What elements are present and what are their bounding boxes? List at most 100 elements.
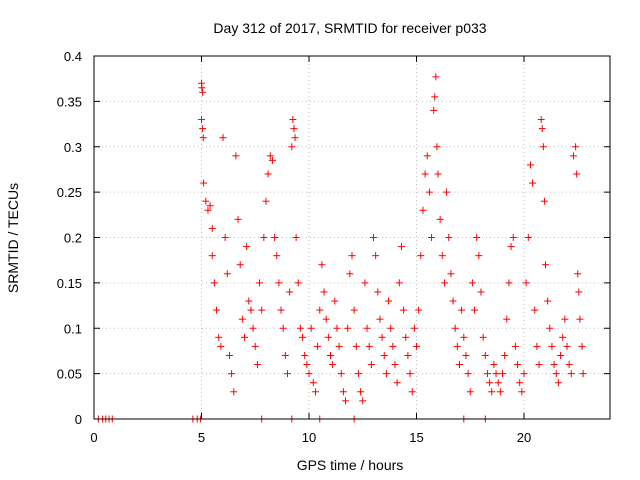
y-tick-label: 0.15 — [57, 276, 82, 291]
data-point — [404, 351, 412, 359]
data-point — [344, 324, 352, 332]
data-point — [346, 270, 354, 278]
data-point — [443, 188, 451, 196]
data-point — [311, 388, 319, 396]
data-point — [318, 261, 326, 269]
data-point — [402, 333, 410, 341]
data-point — [415, 306, 423, 314]
data-point — [361, 279, 369, 287]
data-point — [576, 315, 584, 323]
data-point — [449, 297, 457, 305]
data-point — [236, 261, 244, 269]
data-point — [251, 342, 259, 350]
data-point — [563, 342, 571, 350]
data-point — [479, 333, 487, 341]
data-point — [544, 297, 552, 305]
chart-title: Day 312 of 2017, SRMTID for receiver p03… — [213, 20, 486, 36]
data-point — [395, 279, 403, 287]
data-point — [309, 379, 317, 387]
data-point — [462, 351, 470, 359]
data-point — [524, 234, 532, 241]
data-point — [417, 252, 425, 260]
data-point — [573, 170, 581, 178]
data-point — [320, 288, 328, 296]
data-point — [339, 388, 347, 396]
data-point — [215, 333, 223, 341]
data-point — [200, 179, 208, 187]
y-axis-label: SRMTID / TECUs — [5, 183, 21, 293]
data-point — [397, 243, 405, 251]
data-point — [199, 125, 207, 133]
data-point — [385, 297, 393, 305]
data-point — [389, 342, 397, 350]
data-point — [436, 215, 444, 223]
data-point — [279, 324, 287, 332]
data-point — [451, 324, 459, 332]
data-point — [550, 361, 558, 369]
data-point — [327, 351, 334, 359]
data-point — [486, 379, 494, 387]
data-point — [333, 324, 341, 332]
data-point — [208, 224, 216, 232]
data-point — [468, 279, 476, 287]
data-point — [488, 388, 496, 396]
data-point — [438, 252, 446, 260]
data-point — [466, 388, 474, 396]
data-point — [501, 351, 509, 359]
y-tick-label: 0.1 — [64, 321, 82, 336]
data-point — [281, 351, 289, 359]
data-point — [460, 333, 468, 341]
data-point — [198, 84, 206, 92]
data-point — [561, 315, 569, 323]
data-point — [567, 370, 575, 378]
data-point — [579, 370, 587, 378]
data-point — [535, 361, 543, 369]
data-point — [210, 279, 218, 287]
data-point — [256, 279, 264, 287]
data-point — [376, 315, 384, 323]
data-point — [533, 342, 541, 350]
data-point — [305, 370, 313, 378]
y-tick-label: 0.35 — [57, 94, 82, 109]
data-point — [575, 288, 583, 296]
data-point — [370, 234, 377, 241]
data-point — [526, 161, 534, 169]
data-point — [290, 125, 298, 133]
data-point — [199, 88, 207, 96]
x-tick-label: 5 — [198, 430, 205, 445]
data-point — [494, 379, 502, 387]
data-point — [324, 333, 332, 341]
data-point — [477, 288, 485, 296]
data-point — [473, 234, 481, 241]
data-point — [337, 370, 345, 378]
data-point — [225, 351, 233, 359]
data-point — [372, 252, 380, 260]
data-point — [316, 306, 324, 314]
data-point — [202, 197, 210, 205]
data-point — [413, 342, 420, 350]
data-point — [499, 370, 506, 378]
data-point — [557, 351, 565, 359]
data-point — [357, 388, 365, 396]
data-point — [352, 342, 360, 350]
data-point — [359, 397, 367, 405]
data-point — [292, 234, 300, 241]
y-tick-label: 0 — [75, 412, 82, 427]
data-point — [277, 306, 285, 314]
data-point — [539, 143, 547, 151]
data-series — [94, 73, 587, 423]
data-point — [301, 351, 309, 359]
data-point — [431, 93, 439, 101]
data-point — [331, 297, 339, 305]
data-point — [273, 252, 281, 260]
data-point — [423, 152, 431, 160]
y-tick-label: 0.2 — [64, 231, 82, 246]
y-tick-label: 0.05 — [57, 367, 82, 382]
data-point — [434, 170, 442, 178]
data-point — [241, 333, 248, 341]
data-point — [378, 333, 386, 341]
data-point — [408, 388, 416, 396]
grid-lines — [94, 56, 610, 419]
data-point — [213, 306, 221, 314]
data-point — [314, 342, 322, 350]
